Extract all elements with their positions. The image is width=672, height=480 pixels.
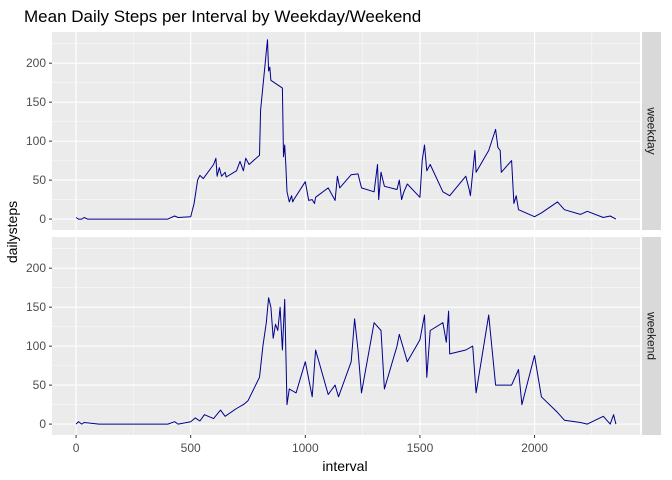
y-axis-title: dailysteps (4, 201, 20, 263)
facet-panel-weekend: 0 50 100 150 200 weekend (26, 237, 661, 435)
x-tick-label: 1000 (292, 441, 319, 455)
facet-strip (642, 32, 661, 230)
y-tick-label: 0 (39, 212, 46, 226)
x-axis-title: interval (322, 458, 367, 474)
facet-strip-label: weekday (645, 106, 659, 154)
y-tick-label: 100 (26, 134, 46, 148)
facet-strip (642, 237, 661, 435)
panel-background (52, 32, 640, 230)
y-tick-label: 50 (33, 378, 47, 392)
x-tick-label: 0 (73, 441, 80, 455)
y-tick-label: 50 (33, 173, 47, 187)
y-tick-label: 150 (26, 300, 46, 314)
y-tick-label: 150 (26, 95, 46, 109)
chart-title: Mean Daily Steps per Interval by Weekday… (24, 7, 421, 26)
y-tick-label: 100 (26, 339, 46, 353)
x-tick-label: 1500 (407, 441, 434, 455)
facet-panel-weekday: 0 50 100 150 200 weekday (26, 32, 661, 230)
facet-strip-label: weekend (645, 311, 659, 360)
series-line-weekend (75, 297, 617, 425)
y-tick-label: 200 (26, 56, 46, 70)
panel-background (52, 237, 640, 435)
series-line-weekday (75, 39, 617, 220)
y-tick-label: 200 (26, 261, 46, 275)
x-tick-label: 2000 (521, 441, 548, 455)
x-tick-label: 500 (181, 441, 201, 455)
y-tick-label: 0 (39, 417, 46, 431)
